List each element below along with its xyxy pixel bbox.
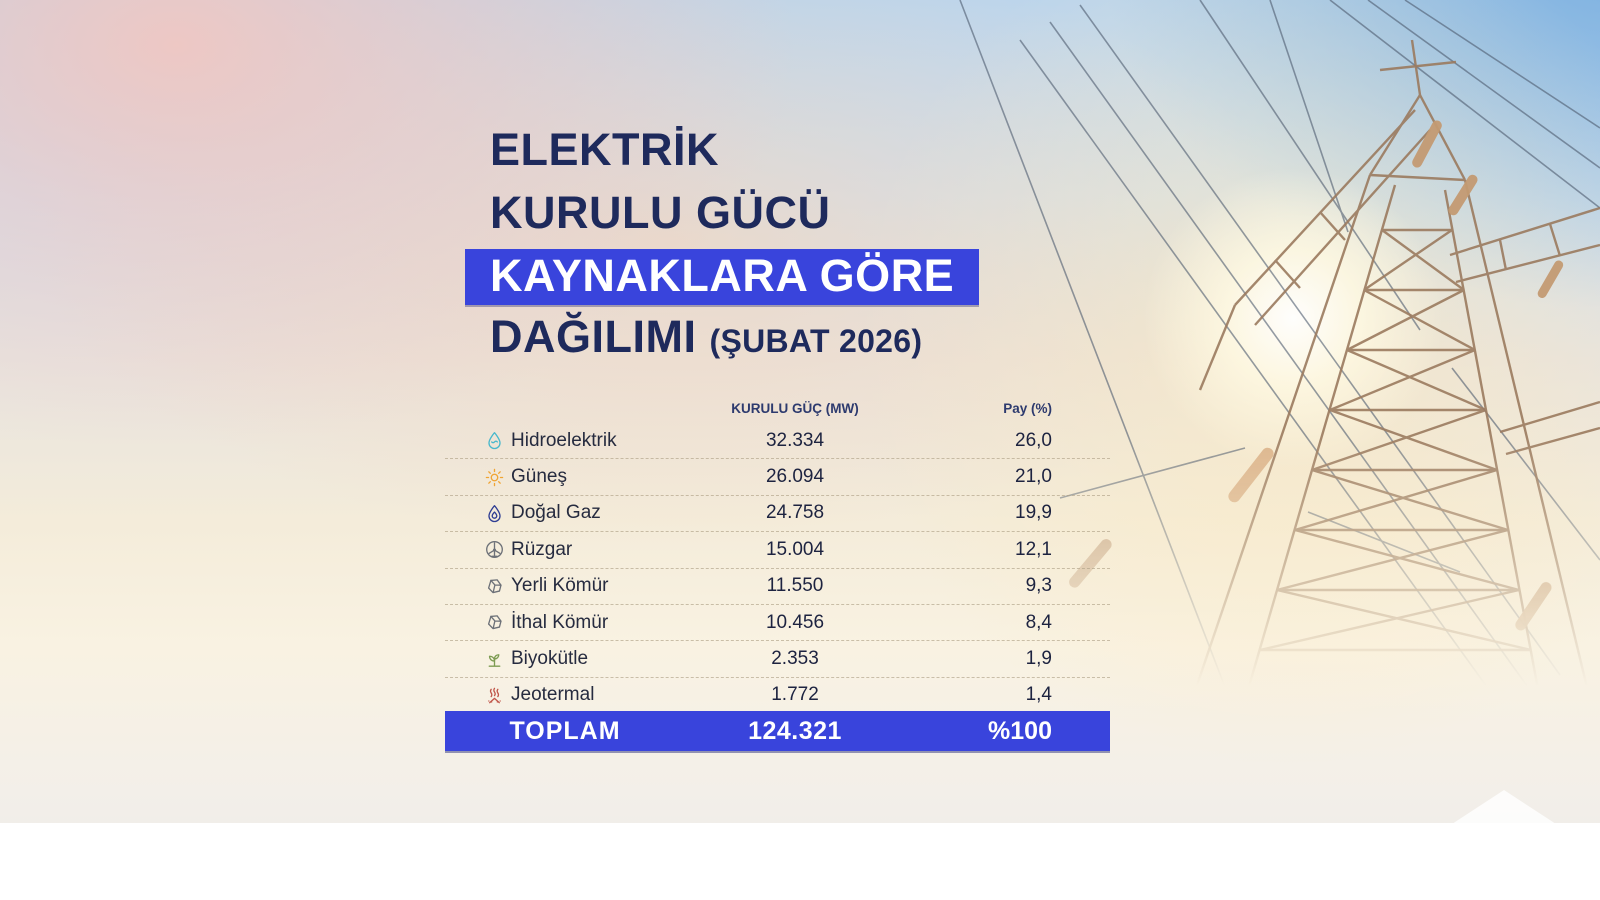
table-row: Biyokütle 2.353 1,9 (445, 641, 1110, 678)
title-line-4: DAĞILIMI (ŞUBAT 2026) (490, 309, 979, 369)
row-label-cell: Rüzgar (445, 539, 685, 561)
table-header: KURULU GÜÇ (MW) Pay (%) (445, 393, 1110, 423)
footer: T.C. ENERJİ VE TABİİ KAYNAKLAR BAKANLIĞI… (0, 823, 1600, 900)
row-capacity: 15.004 (765, 538, 825, 560)
title-line-4-main: DAĞILIMI (490, 311, 697, 362)
row-label-cell: Jeotermal (445, 684, 685, 706)
total-row: TOPLAM 124.321 %100 (445, 711, 1110, 751)
row-label: Rüzgar (511, 538, 573, 560)
table-row: Rüzgar 15.004 12,1 (445, 532, 1110, 569)
row-label: Hidroelektrik (511, 429, 617, 451)
total-capacity: 124.321 (748, 716, 842, 745)
row-capacity: 1.772 (771, 684, 819, 706)
geothermal-icon (485, 686, 504, 705)
row-share: 9,3 (1025, 575, 1052, 597)
sun-icon (485, 468, 504, 487)
row-capacity: 11.550 (766, 575, 824, 597)
title-period: (ŞUBAT 2026) (709, 323, 923, 359)
row-capacity: 32.334 (765, 429, 825, 451)
row-label-cell: Yerli Kömür (445, 575, 685, 597)
total-label: TOPLAM (509, 716, 621, 745)
table-row: Güneş 26.094 21,0 (445, 459, 1110, 496)
table-row: Yerli Kömür 11.550 9,3 (445, 569, 1110, 605)
row-label-cell: Güneş (445, 466, 685, 488)
column-share: Pay (%) (1003, 400, 1052, 416)
transmission-tower-illustration (959, 0, 1600, 700)
coal-icon (485, 613, 504, 632)
table-body: Hidroelektrik 32.334 26,0 Güneş 26.094 2… (445, 423, 1110, 713)
gas-flame-icon (485, 504, 504, 523)
row-share: 26,0 (1015, 429, 1052, 451)
column-capacity: KURULU GÜÇ (MW) (731, 400, 859, 416)
row-label: Yerli Kömür (511, 575, 609, 597)
row-share: 1,4 (1025, 684, 1052, 706)
row-label: İthal Kömür (511, 611, 609, 633)
wind-turbine-icon (485, 540, 504, 559)
row-share: 1,9 (1025, 648, 1052, 670)
table-row: İthal Kömür 10.456 8,4 (445, 605, 1110, 642)
coal-icon (485, 577, 504, 596)
row-label-cell: Biyokütle (445, 648, 685, 670)
row-label: Güneş (511, 466, 567, 488)
row-label: Jeotermal (511, 684, 595, 706)
title-line-2: KURULU GÜCÜ (490, 187, 831, 238)
row-share: 21,0 (1015, 466, 1052, 488)
row-capacity: 26.094 (765, 466, 825, 488)
row-capacity: 24.758 (765, 502, 825, 524)
row-share: 19,9 (1015, 502, 1052, 524)
biomass-plant-icon (485, 650, 504, 669)
row-share: 12,1 (1015, 538, 1052, 560)
row-label-cell: Hidroelektrik (445, 430, 685, 452)
table-row: Doğal Gaz 24.758 19,9 (445, 496, 1110, 533)
row-label-cell: İthal Kömür (445, 612, 685, 634)
water-drop-icon (485, 431, 504, 450)
row-capacity: 10.456 (765, 611, 825, 633)
title-line-1: ELEKTRİK (490, 124, 719, 175)
row-share: 8,4 (1025, 611, 1052, 633)
title-highlight: KAYNAKLARA GÖRE (465, 249, 980, 305)
total-share: %100 (988, 716, 1052, 745)
row-label: Doğal Gaz (511, 502, 601, 524)
decorative-peak (1452, 790, 1556, 824)
table-row: Jeotermal 1.772 1,4 (445, 678, 1110, 713)
row-capacity: 2.353 (771, 648, 819, 670)
capacity-table: KURULU GÜÇ (MW) Pay (%) Hidroelektrik 32… (445, 393, 1110, 713)
page-title: ELEKTRİK KURULU GÜCÜ KAYNAKLARA GÖRE DAĞ… (465, 118, 980, 369)
table-row: Hidroelektrik 32.334 26,0 (445, 423, 1110, 460)
row-label: Biyokütle (511, 648, 589, 670)
row-label-cell: Doğal Gaz (445, 502, 685, 524)
